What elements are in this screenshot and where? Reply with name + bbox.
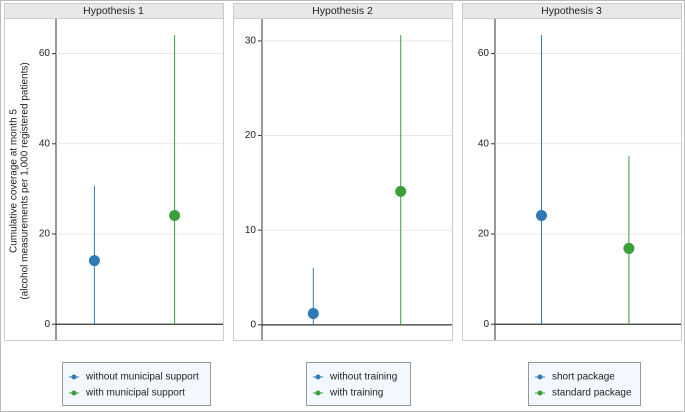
- y-tick-label: 40: [478, 138, 490, 149]
- legend-label: without municipal support: [85, 372, 199, 383]
- point: [307, 308, 319, 319]
- legend-marker: [71, 374, 77, 380]
- y-tick-label: 0: [483, 319, 489, 330]
- point: [623, 242, 635, 254]
- y-tick-label: 40: [39, 138, 51, 149]
- y-tick-label: 20: [245, 130, 257, 141]
- y-tick-label: 60: [39, 48, 51, 59]
- y-tick-label: 0: [44, 319, 50, 330]
- legend-marker: [537, 390, 543, 396]
- legend-box: [528, 362, 641, 406]
- legend-marker: [537, 374, 543, 380]
- legend-marker: [315, 374, 321, 380]
- y-tick-label: 0: [250, 319, 256, 330]
- point: [395, 185, 407, 197]
- y-tick-label: 60: [478, 48, 490, 59]
- legend-label: with municipal support: [85, 388, 185, 399]
- legend-box: [62, 362, 211, 406]
- legend-marker: [71, 390, 77, 396]
- panel-strip: [4, 3, 224, 19]
- point: [88, 255, 100, 267]
- legend-marker: [315, 390, 321, 396]
- panel-strip: [462, 3, 682, 19]
- panel-strip: [233, 3, 453, 19]
- y-axis-label: Cumulative coverage at month 5: [9, 109, 20, 253]
- y-tick-label: 20: [39, 229, 51, 240]
- legend-label: with training: [329, 388, 383, 399]
- y-tick-label: 10: [245, 225, 257, 236]
- legend-label: without training: [329, 372, 397, 383]
- point: [536, 210, 547, 222]
- panel-title: Hypothesis 2: [312, 5, 373, 17]
- legend-label: standard package: [552, 388, 632, 399]
- legend-box: [306, 362, 411, 406]
- y-axis-label: (alcohol measurements per 1,000 register…: [20, 62, 31, 299]
- panel-title: Hypothesis 3: [541, 5, 602, 17]
- point: [169, 210, 181, 222]
- legend-label: short package: [552, 372, 615, 383]
- panel-title: Hypothesis 1: [83, 5, 144, 17]
- y-tick-label: 30: [245, 36, 257, 47]
- y-tick-label: 20: [478, 229, 490, 240]
